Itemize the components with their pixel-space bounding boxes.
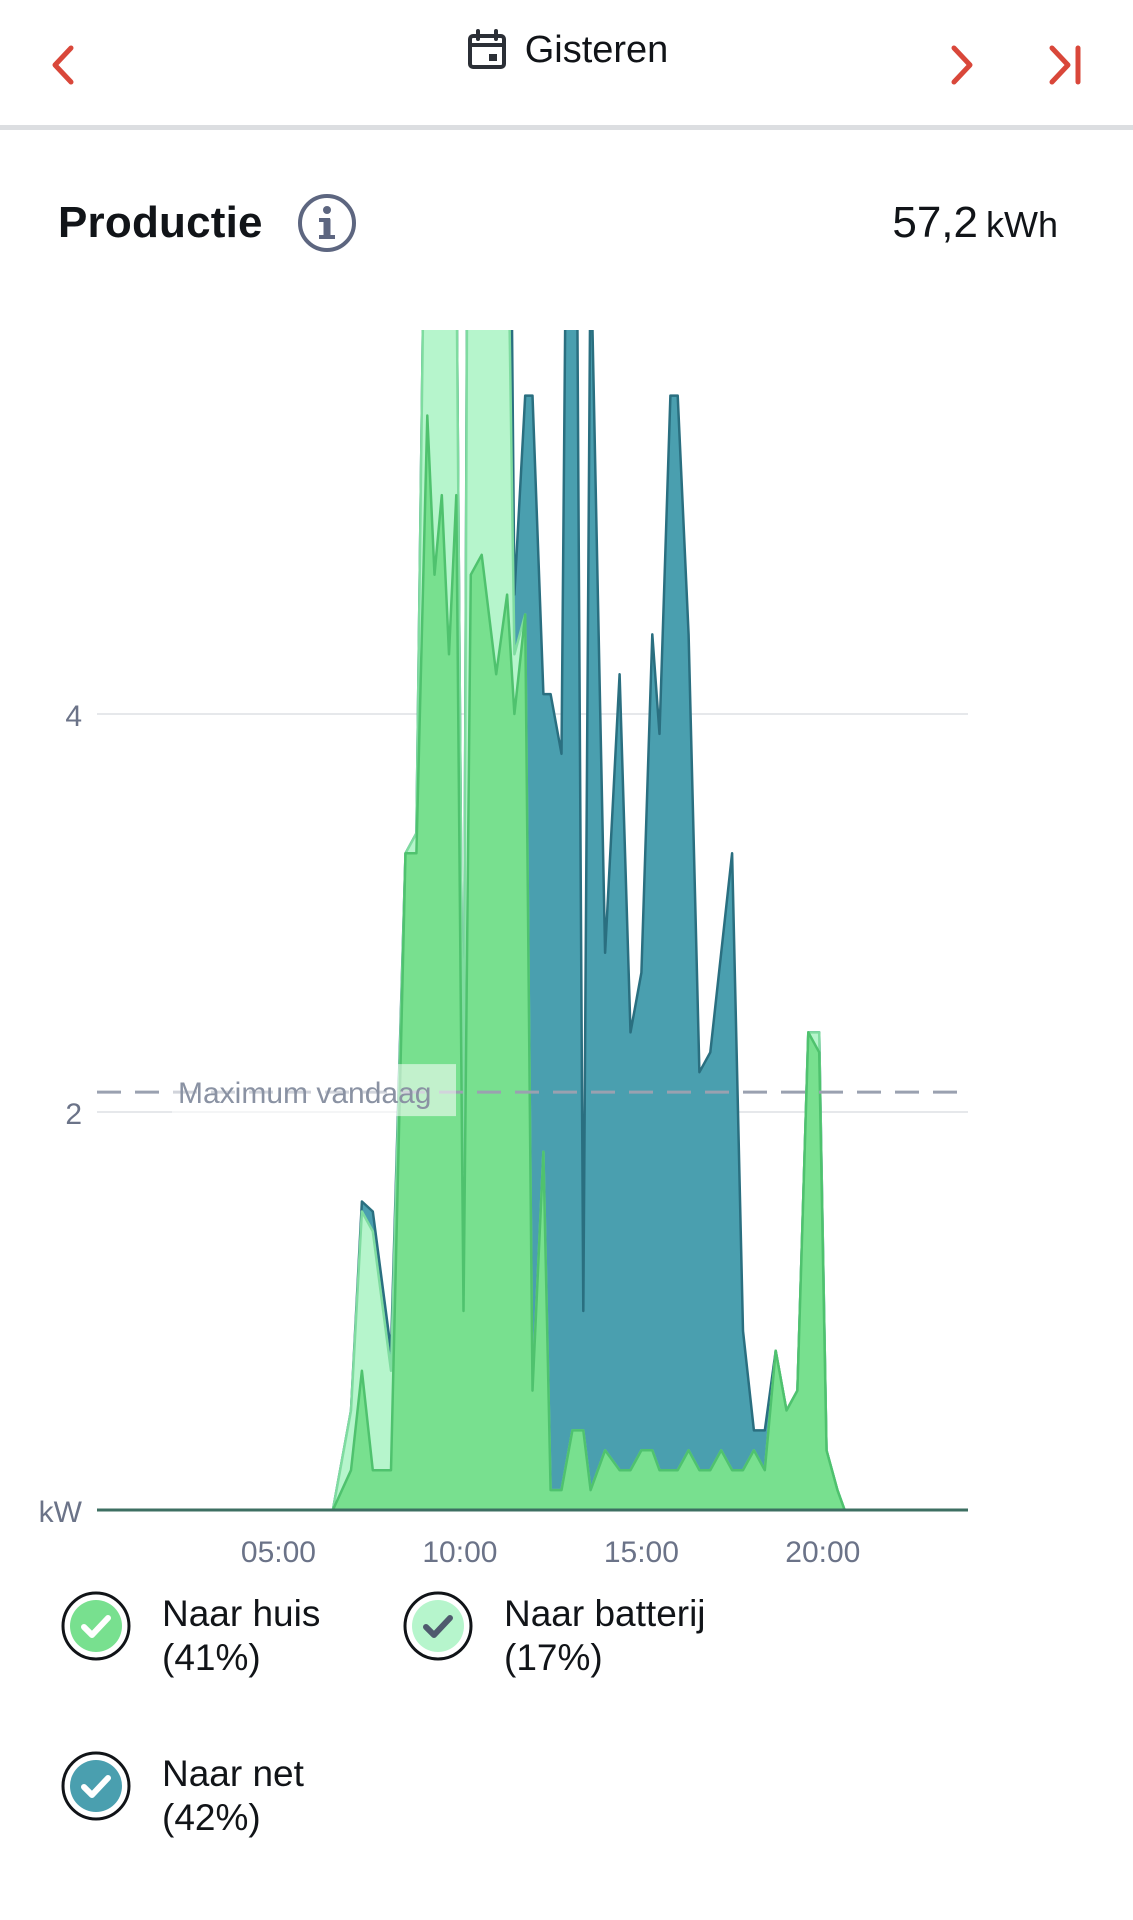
legend-swatch (412, 1600, 464, 1652)
top-navigation-bar: Gisteren (0, 0, 1133, 130)
legend-label: Naar net (42%) (162, 1750, 304, 1840)
total-production: 57,2 kWh (892, 198, 1058, 248)
date-selector[interactable]: Gisteren (0, 28, 1133, 72)
checkmark-icon (61, 1751, 131, 1821)
info-icon (298, 194, 356, 252)
y-tick-label: 2 (65, 1098, 82, 1131)
legend-name: Naar net (162, 1753, 304, 1794)
last-day-button[interactable] (1030, 30, 1100, 100)
reference-line-group: Maximum vandaag (97, 1064, 968, 1117)
legend-item-naar-huis[interactable]: Naar huis (41%) (60, 1590, 320, 1680)
series-outline-naar-huis (97, 414, 968, 1512)
info-button[interactable] (294, 190, 360, 256)
checkmark-icon (61, 1591, 131, 1661)
chart-legend: Naar huis (41%) Naar batterij (17%) Naar… (0, 1580, 1133, 1880)
legend-name: Naar huis (162, 1593, 321, 1634)
date-label: Gisteren (524, 28, 669, 71)
legend-share: (17%) (504, 1637, 603, 1678)
reference-label-background (172, 1064, 456, 1117)
calendar-icon (467, 29, 506, 69)
legend-swatch (70, 1600, 122, 1652)
x-tick-label: 15:00 (604, 1536, 679, 1569)
production-header: Productie 57,2 kWh (58, 190, 1058, 270)
production-chart-svg: Maximum vandaag 246810kW05:0010:0015:002… (39, 0, 968, 1569)
chevron-left-icon (52, 45, 74, 85)
x-tick-label: 05:00 (241, 1536, 316, 1569)
legend-swatch (70, 1760, 122, 1812)
legend-label: Naar batterij (17%) (504, 1590, 706, 1680)
legend-share: (41%) (162, 1637, 261, 1678)
next-day-button[interactable] (927, 30, 997, 100)
checkmark-icon (403, 1591, 473, 1661)
legend-item-naar-net[interactable]: Naar net (42%) (60, 1750, 304, 1840)
x-tick-label: 10:00 (422, 1536, 497, 1569)
legend-share: (42%) (162, 1797, 261, 1838)
total-unit: kWh (986, 204, 1058, 245)
y-tick-label: 6 (65, 330, 82, 335)
legend-item-naar-batterij[interactable]: Naar batterij (17%) (402, 1590, 706, 1680)
chevron-right-icon (951, 45, 973, 85)
reference-line-label: Maximum vandaag (178, 1077, 431, 1110)
legend-label: Naar huis (41%) (162, 1590, 320, 1680)
y-axis-unit-label: kW (39, 1496, 83, 1529)
x-tick-label: 20:00 (785, 1536, 860, 1569)
total-value: 57,2 (892, 198, 978, 247)
section-title: Productie (58, 198, 263, 247)
production-chart: Maximum vandaag 246810kW05:0010:0015:002… (0, 0, 1133, 1580)
legend-name: Naar batterij (504, 1593, 706, 1634)
chart-areas (97, 0, 968, 1512)
previous-day-button[interactable] (28, 30, 98, 100)
area-series-naar-net (97, 0, 968, 1510)
y-tick-label: 4 (65, 700, 82, 733)
skip-to-end-icon (1049, 45, 1081, 85)
